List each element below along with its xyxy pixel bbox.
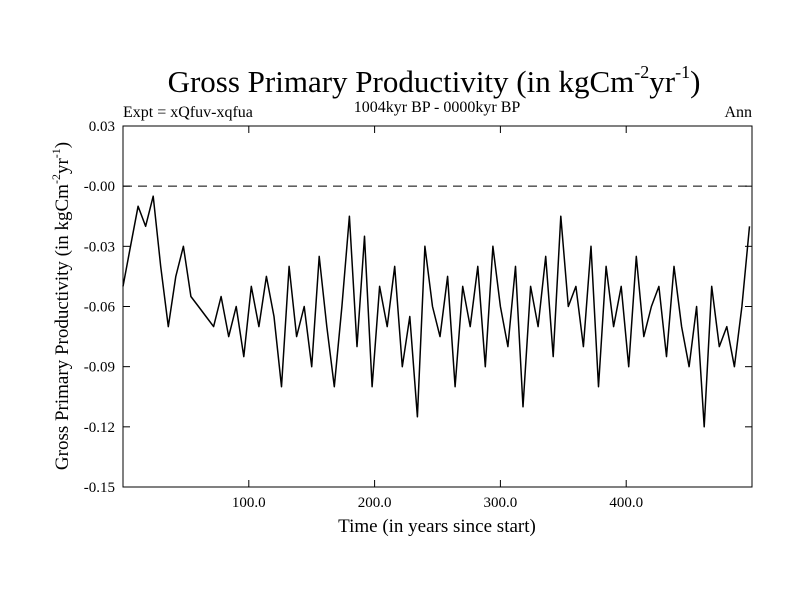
y-tick-label: 0.03: [89, 119, 115, 135]
chart-title: Gross Primary Productivity (in kgCm-2yr-…: [168, 62, 701, 99]
series-line: [122, 195, 751, 428]
y-tick-label: -0.15: [84, 480, 115, 496]
y-tick-label: -0.06: [84, 300, 116, 316]
experiment-label: Expt = xQfuv-xqfua: [123, 104, 253, 121]
y-tick-label: -0.12: [84, 420, 115, 436]
x-tick-label: 200.0: [358, 495, 392, 511]
x-tick-label: 300.0: [484, 495, 518, 511]
season-label: Ann: [724, 104, 752, 121]
plot-layer: 0.03 -0.00 -0.03 -0.06 -0.09 -0.12 -0.15 100.0 2…: [84, 119, 753, 511]
x-axis-label: Time (in years since start): [338, 516, 536, 537]
chart-subtitle: 1004kyr BP - 0000kyr BP: [354, 99, 521, 116]
y-axis-label: Gross Primary Productivity (in kgCm-2yr-…: [49, 142, 73, 470]
y-tick-label: -0.09: [84, 360, 115, 376]
x-tick-label: 100.0: [232, 495, 266, 511]
y-tick-label: -0.00: [84, 179, 115, 195]
x-tick-label: 400.0: [609, 495, 643, 511]
y-tick-label: -0.03: [84, 239, 115, 255]
